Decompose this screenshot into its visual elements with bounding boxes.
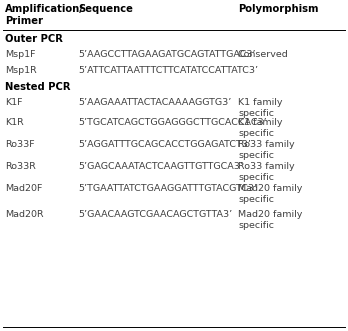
Text: 5’AGGATTTGCAGCACCTGGAGATCT3’: 5’AGGATTTGCAGCACCTGGAGATCT3’ bbox=[78, 140, 251, 149]
Text: 5’GAGCAAATACTCAAGTTGTTGCA3’: 5’GAGCAAATACTCAAGTTGTTGCA3’ bbox=[78, 162, 243, 171]
Text: Msp1F: Msp1F bbox=[5, 50, 35, 59]
Text: 5’ATTCATTAATTTCTTCATATCCATTATC3’: 5’ATTCATTAATTTCTTCATATCCATTATC3’ bbox=[78, 66, 258, 75]
Text: Amplification/
Primer: Amplification/ Primer bbox=[5, 4, 84, 26]
Text: Ro33R: Ro33R bbox=[5, 162, 36, 171]
Text: Sequence: Sequence bbox=[78, 4, 133, 14]
Text: Ro33F: Ro33F bbox=[5, 140, 34, 149]
Text: Nested PCR: Nested PCR bbox=[5, 82, 71, 92]
Text: K1 family
specific: K1 family specific bbox=[238, 118, 283, 138]
Text: 5’TGCATCAGCTGGAGGGCTTGCACCAC3’: 5’TGCATCAGCTGGAGGGCTTGCACCAC3’ bbox=[78, 118, 267, 127]
Text: Mad20R: Mad20R bbox=[5, 210, 44, 219]
Text: 5’AAGCCTTAGAAGATGCAGTATTGAC3’: 5’AAGCCTTAGAAGATGCAGTATTGAC3’ bbox=[78, 50, 256, 59]
Text: K1F: K1F bbox=[5, 98, 23, 107]
Text: K1R: K1R bbox=[5, 118, 24, 127]
Text: Msp1R: Msp1R bbox=[5, 66, 37, 75]
Text: Mad20F: Mad20F bbox=[5, 184, 42, 193]
Text: Polymorphism: Polymorphism bbox=[238, 4, 318, 14]
Text: Mad20 family
specific: Mad20 family specific bbox=[238, 184, 302, 204]
Text: Ro33 family
specific: Ro33 family specific bbox=[238, 162, 295, 182]
Text: K1 family
specific: K1 family specific bbox=[238, 98, 283, 118]
Text: 5’GAACAAGTCGAACAGCTGTTA3’: 5’GAACAAGTCGAACAGCTGTTA3’ bbox=[78, 210, 232, 219]
Text: 5’AAGAAATTACTACAAAAGGTG3’: 5’AAGAAATTACTACAAAAGGTG3’ bbox=[78, 98, 231, 107]
Text: Mad20 family
specific: Mad20 family specific bbox=[238, 210, 302, 230]
Text: 5’TGAATTATCTGAAGGATTTGTACGTC3’: 5’TGAATTATCTGAAGGATTTGTACGTC3’ bbox=[78, 184, 257, 193]
Text: Outer PCR: Outer PCR bbox=[5, 34, 63, 44]
Text: Ro33 family
specific: Ro33 family specific bbox=[238, 140, 295, 160]
Text: Conserved: Conserved bbox=[238, 50, 289, 59]
